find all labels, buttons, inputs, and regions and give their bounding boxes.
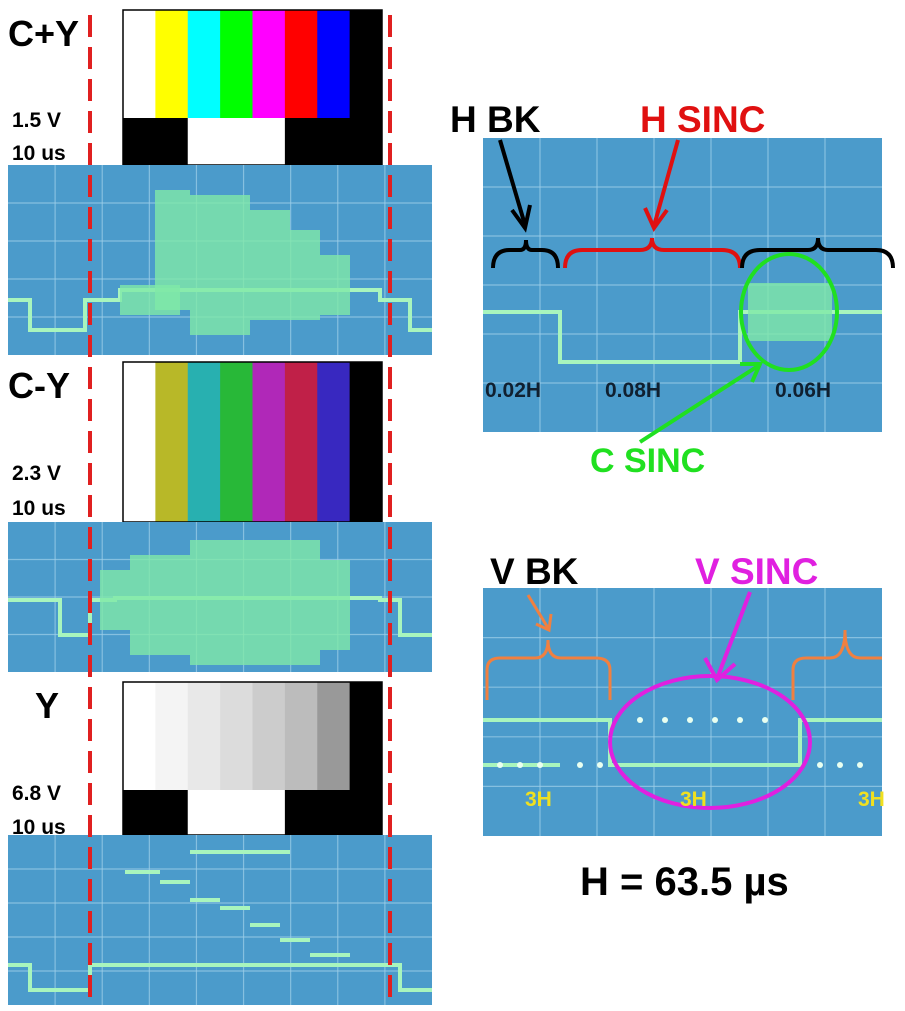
pulse-dot: [837, 762, 843, 768]
h-width: 0.08H: [605, 379, 661, 402]
trace: [483, 718, 882, 767]
v-width: 3H: [525, 788, 552, 811]
v-width: 3H: [858, 788, 885, 811]
pulse-dot: [737, 717, 743, 723]
color-bar: [155, 682, 189, 790]
pulse-dot: [817, 762, 823, 768]
color-bar: [155, 362, 189, 522]
chroma: [190, 195, 250, 335]
color-bar: [317, 682, 351, 790]
color-bar: [252, 10, 286, 118]
panel-volts: 2.3 V: [12, 462, 61, 485]
pulse-dot: [577, 762, 583, 768]
color-bar: [284, 682, 318, 790]
scope-grid: [8, 835, 432, 1005]
pulse-dot: [857, 762, 863, 768]
pulse-dot: [637, 717, 643, 723]
pulse-dot: [762, 717, 768, 723]
color-bar: [220, 682, 253, 790]
h-bk-label: H BK: [450, 99, 541, 140]
pulse-dot: [687, 717, 693, 723]
chroma: [320, 560, 350, 650]
color-bar: [187, 10, 221, 118]
pulse-dot: [662, 717, 668, 723]
scopes: [8, 138, 882, 1005]
color-bar: [252, 682, 286, 790]
c-sinc-label: C SINC: [590, 442, 705, 480]
v-width: 3H: [680, 788, 707, 811]
color-bar: [220, 10, 253, 118]
h-annotations: [491, 139, 895, 444]
scope-screen: [8, 835, 432, 1005]
chroma: [748, 283, 832, 341]
panel-volts: 1.5 V: [12, 109, 61, 132]
color-bar: [187, 362, 221, 522]
chroma: [155, 190, 190, 310]
panel-label: C+Y: [8, 13, 79, 54]
bar-low: [187, 790, 285, 835]
color-bar: [317, 10, 351, 118]
color-bar: [284, 10, 318, 118]
color-bar: [123, 10, 156, 118]
color-bar: [349, 10, 383, 118]
h-width: 0.06H: [775, 379, 831, 402]
color-bar: [284, 362, 318, 522]
color-bars: [122, 9, 383, 836]
chroma: [130, 555, 190, 655]
color-bar: [187, 682, 221, 790]
chroma: [290, 230, 320, 320]
panel-time: 10 us: [12, 142, 66, 165]
chroma: [100, 570, 130, 630]
panel-time: 10 us: [12, 497, 66, 520]
panel-label: C-Y: [8, 365, 70, 406]
h-width: 0.02H: [485, 379, 541, 402]
chroma: [250, 210, 290, 320]
bar-low: [187, 118, 285, 165]
chroma: [320, 255, 350, 315]
color-bar: [317, 362, 351, 522]
scope-grid: [483, 588, 882, 836]
h-sinc-label: H SINC: [640, 99, 765, 140]
v-sinc-label: V SINC: [695, 551, 818, 592]
pulse-dot: [497, 762, 503, 768]
pulse-dot: [517, 762, 523, 768]
color-bar: [349, 362, 383, 522]
v-bk-label: V BK: [490, 551, 579, 592]
color-bar: [123, 682, 156, 790]
panel-volts: 6.8 V: [12, 782, 61, 805]
trace: [125, 850, 350, 957]
color-bar: [349, 682, 383, 790]
chroma: [190, 540, 320, 665]
v-annotations: [485, 591, 882, 810]
color-bar: [155, 10, 189, 118]
color-bar: [220, 362, 253, 522]
color-bar: [123, 362, 156, 522]
pulse-dot: [537, 762, 543, 768]
panel-label: Y: [35, 685, 59, 726]
panel-time: 10 us: [12, 816, 66, 839]
pulse-dot: [712, 717, 718, 723]
pulse-dot: [597, 762, 603, 768]
color-bar: [252, 362, 286, 522]
h-definition: H = 63.5 µs: [580, 860, 789, 904]
